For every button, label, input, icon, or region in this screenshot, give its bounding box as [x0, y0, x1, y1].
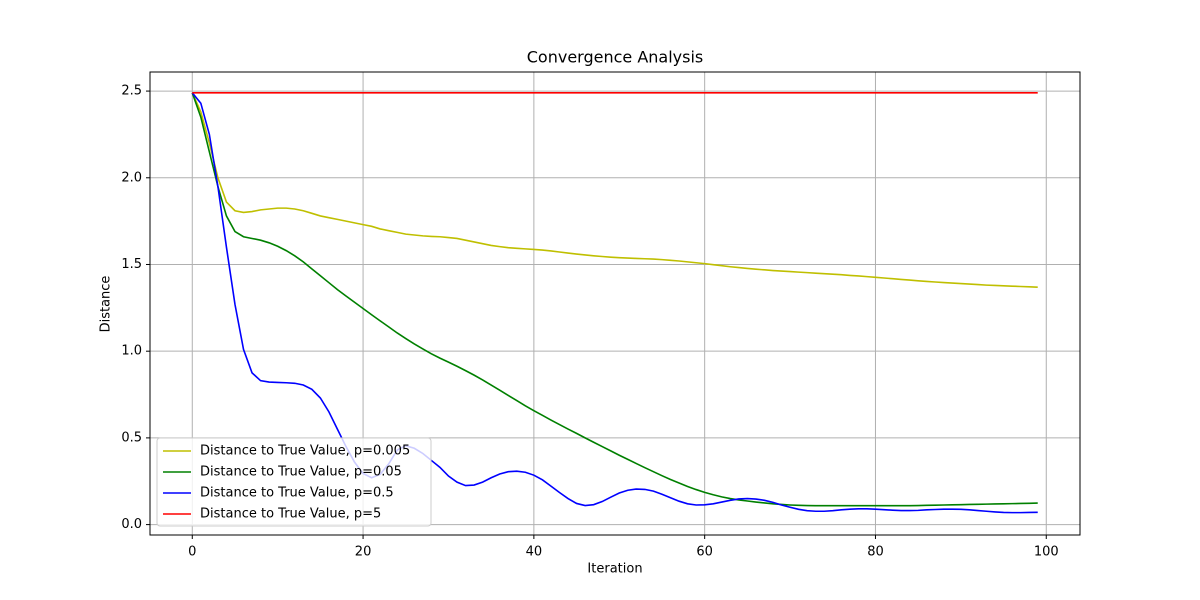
- y-tick-label: 1.0: [121, 344, 142, 359]
- x-tick-label: 20: [355, 545, 372, 560]
- x-tick-label: 40: [526, 545, 543, 560]
- x-tick-label: 0: [188, 545, 196, 560]
- x-tick-label: 80: [867, 545, 884, 560]
- y-tick-label: 1.5: [121, 257, 142, 272]
- plot-frame: [149, 71, 1081, 536]
- x-tick-label: 60: [696, 545, 713, 560]
- legend-label: Distance to True Value, p=5: [200, 507, 381, 522]
- y-tick-label: 2.5: [121, 84, 142, 99]
- legend-label: Distance to True Value, p=0.005: [200, 444, 410, 459]
- y-tick-label: 2.0: [121, 170, 142, 185]
- y-axis-label: Distance: [99, 276, 114, 333]
- data-line: [191, 92, 1038, 514]
- legend-label: Distance to True Value, p=0.05: [200, 465, 402, 480]
- y-tick-label: 0.0: [121, 517, 142, 532]
- chart-title: Convergence Analysis: [527, 48, 704, 67]
- x-axis-label: Iteration: [587, 562, 642, 577]
- y-tick-label: 0.5: [121, 430, 142, 445]
- x-tick-label: 100: [1034, 545, 1059, 560]
- data-line: [191, 92, 1038, 288]
- data-line: [191, 92, 1038, 507]
- legend-label: Distance to True Value, p=0.5: [200, 486, 394, 501]
- legend-box: [156, 437, 432, 527]
